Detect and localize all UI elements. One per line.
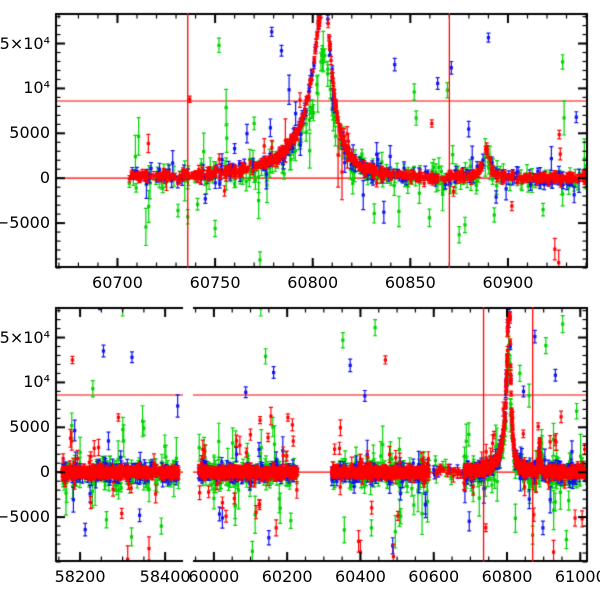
scatter-plot-canvas [0,0,600,600]
light-curve-figure: 6070060750608006085060900−50000500010⁴1.… [0,0,600,600]
